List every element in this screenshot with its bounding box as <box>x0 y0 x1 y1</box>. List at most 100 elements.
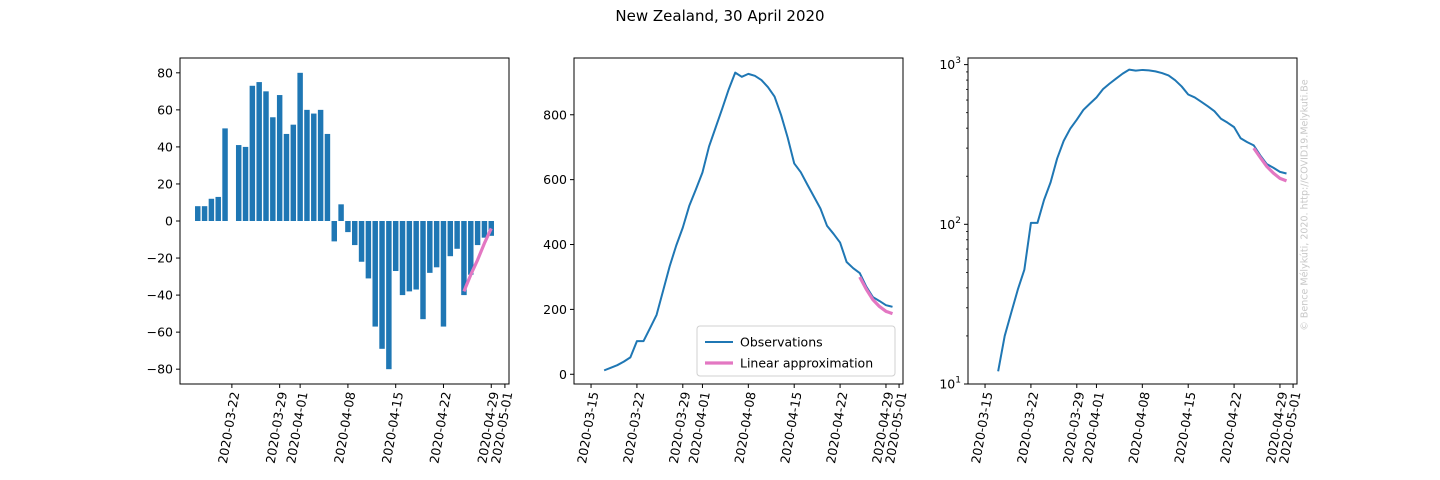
x-tick: 2020-03-22 <box>215 384 242 465</box>
bar <box>454 221 460 249</box>
panel-2: 2020-03-15 2020-03-22 2020-03-292020-04-01… <box>543 57 909 465</box>
legend-label: Linear approximation <box>740 356 873 371</box>
bar <box>311 113 317 221</box>
x-tick: 2020-04-08 <box>331 384 358 465</box>
bar <box>468 221 474 275</box>
x-tick-label: 2020-03-15 <box>968 391 995 465</box>
y-tick-label: 200 <box>543 302 567 317</box>
y-tick: −20 <box>147 251 180 266</box>
y-tick: 102 <box>939 216 968 232</box>
bar <box>208 198 215 221</box>
observations-line <box>997 68 1287 372</box>
bar <box>249 85 256 221</box>
bar <box>263 91 269 221</box>
tick-base: 10 <box>939 377 955 392</box>
y-tick: 101 <box>939 376 968 392</box>
x-tick-label: 2020-03-22 <box>215 391 242 465</box>
y-tick-label: 102 <box>939 216 961 232</box>
y-tick-label: 103 <box>939 56 961 72</box>
bar <box>283 133 290 221</box>
y-tick: 600 <box>543 172 574 187</box>
y-tick-label: 60 <box>157 102 173 117</box>
bar <box>365 221 372 279</box>
tick-base: 10 <box>939 217 955 232</box>
y-tick: 20 <box>157 176 180 191</box>
tick-exponent: 1 <box>955 376 961 386</box>
bar <box>222 128 228 221</box>
x-tick-label: 2020-04-22 <box>1217 391 1244 465</box>
y-tick: 60 <box>157 102 180 117</box>
bar <box>447 221 454 257</box>
x-tick: 2020-04-15 <box>777 384 805 465</box>
x-tick: 2020-04-08 <box>731 384 759 465</box>
bar <box>427 221 433 273</box>
y-tick-label: 80 <box>157 65 173 80</box>
y-tick-label: 0 <box>165 214 173 229</box>
bar <box>276 95 283 221</box>
tick-base: 10 <box>939 57 955 72</box>
x-tick-label: 2020-04-22 <box>426 391 453 465</box>
y-tick: 400 <box>543 237 574 252</box>
y-tick: −40 <box>147 288 180 303</box>
bar <box>338 204 344 221</box>
y-tick: 200 <box>543 302 574 317</box>
x-tick-label: 2020-03-22 <box>620 391 647 465</box>
bar <box>440 221 447 327</box>
bar <box>242 146 249 221</box>
bar <box>474 221 481 246</box>
bar <box>304 109 310 221</box>
bar <box>317 109 324 221</box>
bar <box>331 221 337 242</box>
y-tick: 80 <box>157 65 180 80</box>
figure-title: New Zealand, 30 April 2020 <box>615 7 825 25</box>
y-tick-label: −80 <box>147 362 173 377</box>
bar <box>413 221 419 290</box>
x-tick: 2020-03-15 <box>574 384 601 465</box>
y-tick: 0 <box>559 367 574 382</box>
y-tick: −80 <box>147 362 180 377</box>
y-tick-label: 400 <box>543 237 567 252</box>
bar <box>420 221 426 320</box>
y-tick-label: 800 <box>543 107 567 122</box>
x-tick: 2020-04-22 <box>823 384 850 465</box>
bar <box>324 133 331 221</box>
bar <box>201 206 208 221</box>
panel-3: 2020-03-15 2020-03-22 2020-03-292020-04-01… <box>939 56 1303 465</box>
legend-label: Observations <box>740 335 823 350</box>
y-tick-label: 40 <box>157 139 173 154</box>
y-tick-label: −60 <box>147 325 173 340</box>
y-tick: 40 <box>157 139 180 154</box>
y-tick-label: 101 <box>939 376 961 392</box>
bar <box>406 221 413 292</box>
bar <box>256 82 262 221</box>
bar <box>392 221 399 272</box>
bar <box>433 221 440 268</box>
y-tick-label: 20 <box>157 176 173 191</box>
x-tick: 2020-04-15 <box>379 384 406 465</box>
legend: Observations Linear approximation <box>696 325 896 377</box>
x-tick-label: 2020-03-15 <box>574 391 601 465</box>
x-tick: 2020-04-08 <box>1125 384 1153 465</box>
y-tick: 0 <box>165 214 180 229</box>
x-tick: 2020-03-22 <box>1014 384 1041 465</box>
axes-frame <box>573 57 904 385</box>
x-tick-label: 2020-04-08 <box>1125 390 1152 464</box>
y-tick: 103 <box>939 56 968 72</box>
bar <box>352 221 358 246</box>
bar <box>372 221 378 327</box>
bar <box>235 145 242 221</box>
y-tick-label: −40 <box>147 288 173 303</box>
x-tick-label: 2020-04-08 <box>731 390 758 464</box>
x-tick-label: 2020-04-15 <box>379 391 406 465</box>
x-tick-label: 2020-04-15 <box>1171 391 1198 465</box>
x-tick: 2020-04-22 <box>426 384 454 465</box>
linear-approximation-line <box>462 227 493 292</box>
bar <box>297 72 303 221</box>
bar <box>399 221 406 296</box>
x-tick: 2020-04-22 <box>1217 384 1244 465</box>
y-tick: −60 <box>147 325 180 340</box>
axes-frame <box>967 57 1298 385</box>
bar <box>290 124 297 221</box>
bar <box>358 221 365 262</box>
